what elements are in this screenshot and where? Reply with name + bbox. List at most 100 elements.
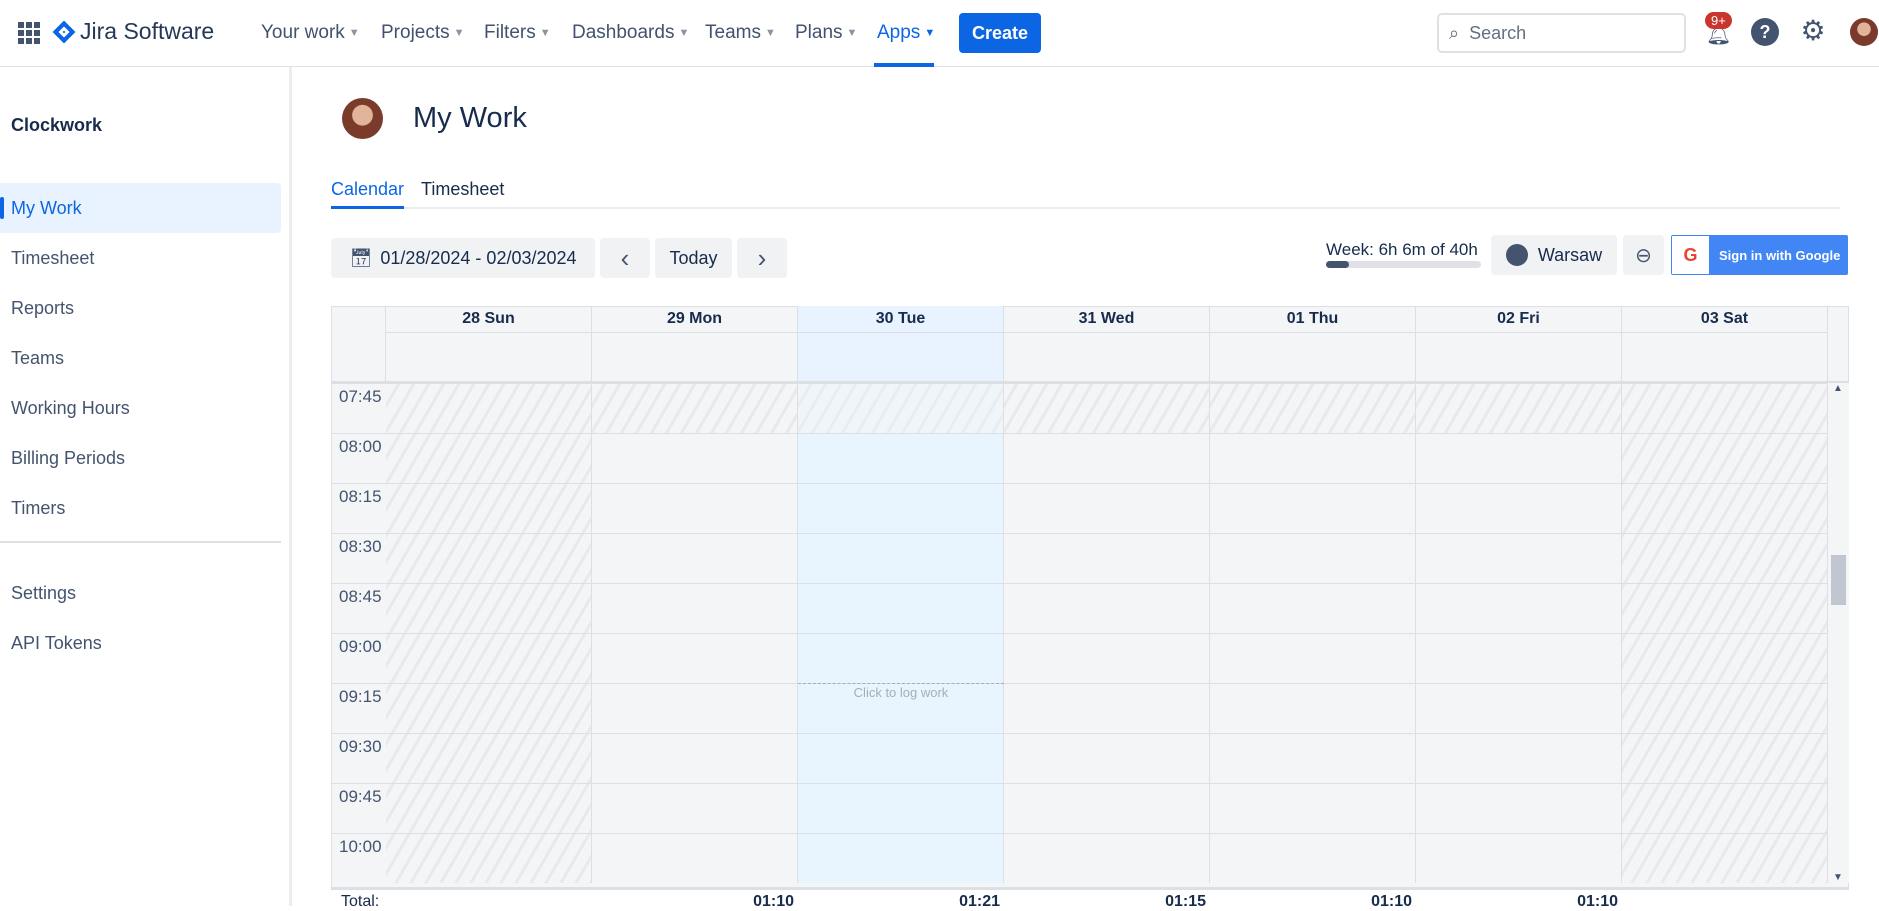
all-day-cell[interactable] bbox=[798, 332, 1004, 381]
sidebar-item-api-tokens[interactable]: API Tokens bbox=[11, 632, 102, 653]
total-divider bbox=[331, 887, 1849, 890]
time-row bbox=[331, 383, 1828, 433]
day-total: 01:21 bbox=[959, 893, 1000, 910]
sidebar-item-timers[interactable]: Timers bbox=[11, 497, 66, 518]
search-placeholder: Search bbox=[1469, 22, 1527, 43]
non-working-slot[interactable] bbox=[1622, 383, 1828, 433]
zoom-out-icon: ⊖ bbox=[1635, 244, 1652, 267]
time-label: 10:00 bbox=[339, 837, 382, 856]
tab-timesheet[interactable]: Timesheet bbox=[421, 179, 505, 199]
time-row bbox=[331, 633, 1828, 683]
non-working-slot[interactable] bbox=[592, 383, 798, 433]
user-avatar-large bbox=[342, 98, 383, 139]
nav-filters[interactable]: Filters ▼ bbox=[484, 22, 551, 43]
all-day-cell[interactable] bbox=[1210, 332, 1416, 381]
top-navigation: Jira Software Your work ▼ Projects ▼ Filte… bbox=[0, 0, 1879, 67]
non-working-slot[interactable] bbox=[1416, 383, 1622, 433]
time-label: 09:00 bbox=[339, 637, 382, 656]
tab-calendar[interactable]: Calendar bbox=[331, 179, 405, 209]
day-total: 01:10 bbox=[753, 893, 794, 910]
app-switcher-icon[interactable] bbox=[18, 22, 40, 44]
timezone-button[interactable]: Warsaw bbox=[1491, 235, 1617, 275]
scroll-up-icon[interactable]: ▲ bbox=[1833, 383, 1843, 394]
search-input[interactable]: ⌕ Search bbox=[1437, 13, 1686, 53]
non-working-slot[interactable] bbox=[386, 383, 592, 433]
notifications-icon[interactable]: 🔔︎ bbox=[1706, 24, 1732, 46]
create-button[interactable]: Create bbox=[959, 13, 1041, 53]
scrollbar[interactable]: ▲ ▼ bbox=[1828, 383, 1849, 883]
sidebar-item-billing-periods[interactable]: Billing Periods bbox=[11, 447, 126, 468]
all-day-cell[interactable] bbox=[1004, 332, 1210, 381]
non-working-slot[interactable] bbox=[1210, 383, 1416, 433]
google-sign-in-button[interactable]: G Sign in with Google bbox=[1671, 235, 1848, 275]
all-day-cell[interactable] bbox=[386, 332, 592, 381]
scrollbar-thumb[interactable] bbox=[1831, 555, 1846, 605]
time-label: 09:15 bbox=[339, 687, 382, 706]
day-header: 31 Wed bbox=[1004, 306, 1210, 332]
time-label: 08:45 bbox=[339, 587, 382, 606]
day-header: 02 Fri bbox=[1416, 306, 1622, 332]
all-day-cell[interactable] bbox=[1416, 332, 1622, 381]
date-range-label: 01/28/2024 - 02/03/2024 bbox=[380, 247, 577, 268]
timezone-label: Warsaw bbox=[1537, 244, 1603, 265]
day-header: 30 Tue bbox=[798, 306, 1004, 332]
sidebar-item-timesheet[interactable]: Timesheet bbox=[11, 247, 95, 268]
non-working-slot[interactable] bbox=[798, 383, 1004, 433]
nav-apps[interactable]: Apps ▼ bbox=[877, 22, 936, 43]
google-sign-in-label: Sign in with Google bbox=[1719, 247, 1841, 263]
date-range-picker[interactable]: 📅︎ 01/28/2024 - 02/03/2024 bbox=[331, 238, 595, 278]
nav-your-work[interactable]: Your work ▼ bbox=[261, 22, 360, 43]
globe-icon bbox=[1505, 244, 1528, 266]
tabs-divider bbox=[331, 207, 1840, 209]
jira-icon bbox=[52, 20, 76, 43]
nav-plans[interactable]: Plans ▼ bbox=[795, 22, 858, 43]
search-icon: ⌕ bbox=[1449, 22, 1460, 43]
calendar-icon: 📅︎ bbox=[349, 247, 373, 268]
previous-week-button[interactable]: ‹ bbox=[600, 238, 650, 278]
nav-teams[interactable]: Teams ▼ bbox=[705, 22, 776, 43]
sidebar-title: Clockwork bbox=[11, 115, 103, 135]
day-total: 01:10 bbox=[1371, 893, 1412, 910]
all-day-cell[interactable] bbox=[1622, 332, 1828, 381]
help-icon[interactable]: ? bbox=[1751, 18, 1779, 46]
page-title: My Work bbox=[413, 102, 527, 134]
scroll-down-icon[interactable]: ▼ bbox=[1833, 872, 1843, 883]
sidebar-item-settings[interactable]: Settings bbox=[11, 582, 77, 603]
click-to-log-hint[interactable]: Click to log work bbox=[798, 683, 1004, 700]
week-progress-fill bbox=[1326, 261, 1350, 268]
chevron-left-icon: ‹ bbox=[620, 242, 630, 273]
day-header: 29 Mon bbox=[592, 306, 798, 332]
corner-cell bbox=[331, 306, 386, 383]
time-row bbox=[331, 833, 1828, 883]
notifications-badge: 9+ bbox=[1705, 12, 1732, 29]
today-button[interactable]: Today bbox=[655, 238, 732, 278]
sidebar-item-reports[interactable]: Reports bbox=[11, 297, 75, 318]
jira-logo[interactable]: Jira Software bbox=[52, 18, 214, 45]
non-working-slot[interactable] bbox=[1004, 383, 1210, 433]
time-label: 08:30 bbox=[339, 537, 382, 556]
user-avatar[interactable] bbox=[1850, 18, 1878, 46]
settings-gear-icon[interactable]: ⚙ bbox=[1800, 15, 1826, 46]
time-row bbox=[331, 583, 1828, 633]
time-row bbox=[331, 683, 1828, 733]
time-label: 09:30 bbox=[339, 737, 382, 756]
time-row bbox=[331, 783, 1828, 833]
sidebar: Clockwork My Work Timesheet Reports Team… bbox=[0, 67, 292, 906]
week-progress-bar bbox=[1326, 261, 1481, 268]
sidebar-item-working-hours[interactable]: Working Hours bbox=[11, 397, 130, 418]
time-row bbox=[331, 533, 1828, 583]
day-header: 28 Sun bbox=[386, 306, 592, 332]
sidebar-item-my-work[interactable]: My Work bbox=[0, 183, 281, 233]
sidebar-item-teams[interactable]: Teams bbox=[11, 347, 65, 368]
nav-projects[interactable]: Projects ▼ bbox=[381, 22, 465, 43]
time-label: 09:45 bbox=[339, 787, 382, 806]
zoom-out-button[interactable]: ⊖ bbox=[1623, 235, 1664, 275]
day-header: 03 Sat bbox=[1622, 306, 1828, 332]
day-header: 01 Thu bbox=[1210, 306, 1416, 332]
time-row bbox=[331, 483, 1828, 533]
total-label: Total: bbox=[341, 893, 380, 910]
next-week-button[interactable]: › bbox=[737, 238, 787, 278]
nav-dashboards[interactable]: Dashboards ▼ bbox=[572, 22, 690, 43]
all-day-cell[interactable] bbox=[592, 332, 798, 381]
time-label: 08:00 bbox=[339, 437, 382, 456]
